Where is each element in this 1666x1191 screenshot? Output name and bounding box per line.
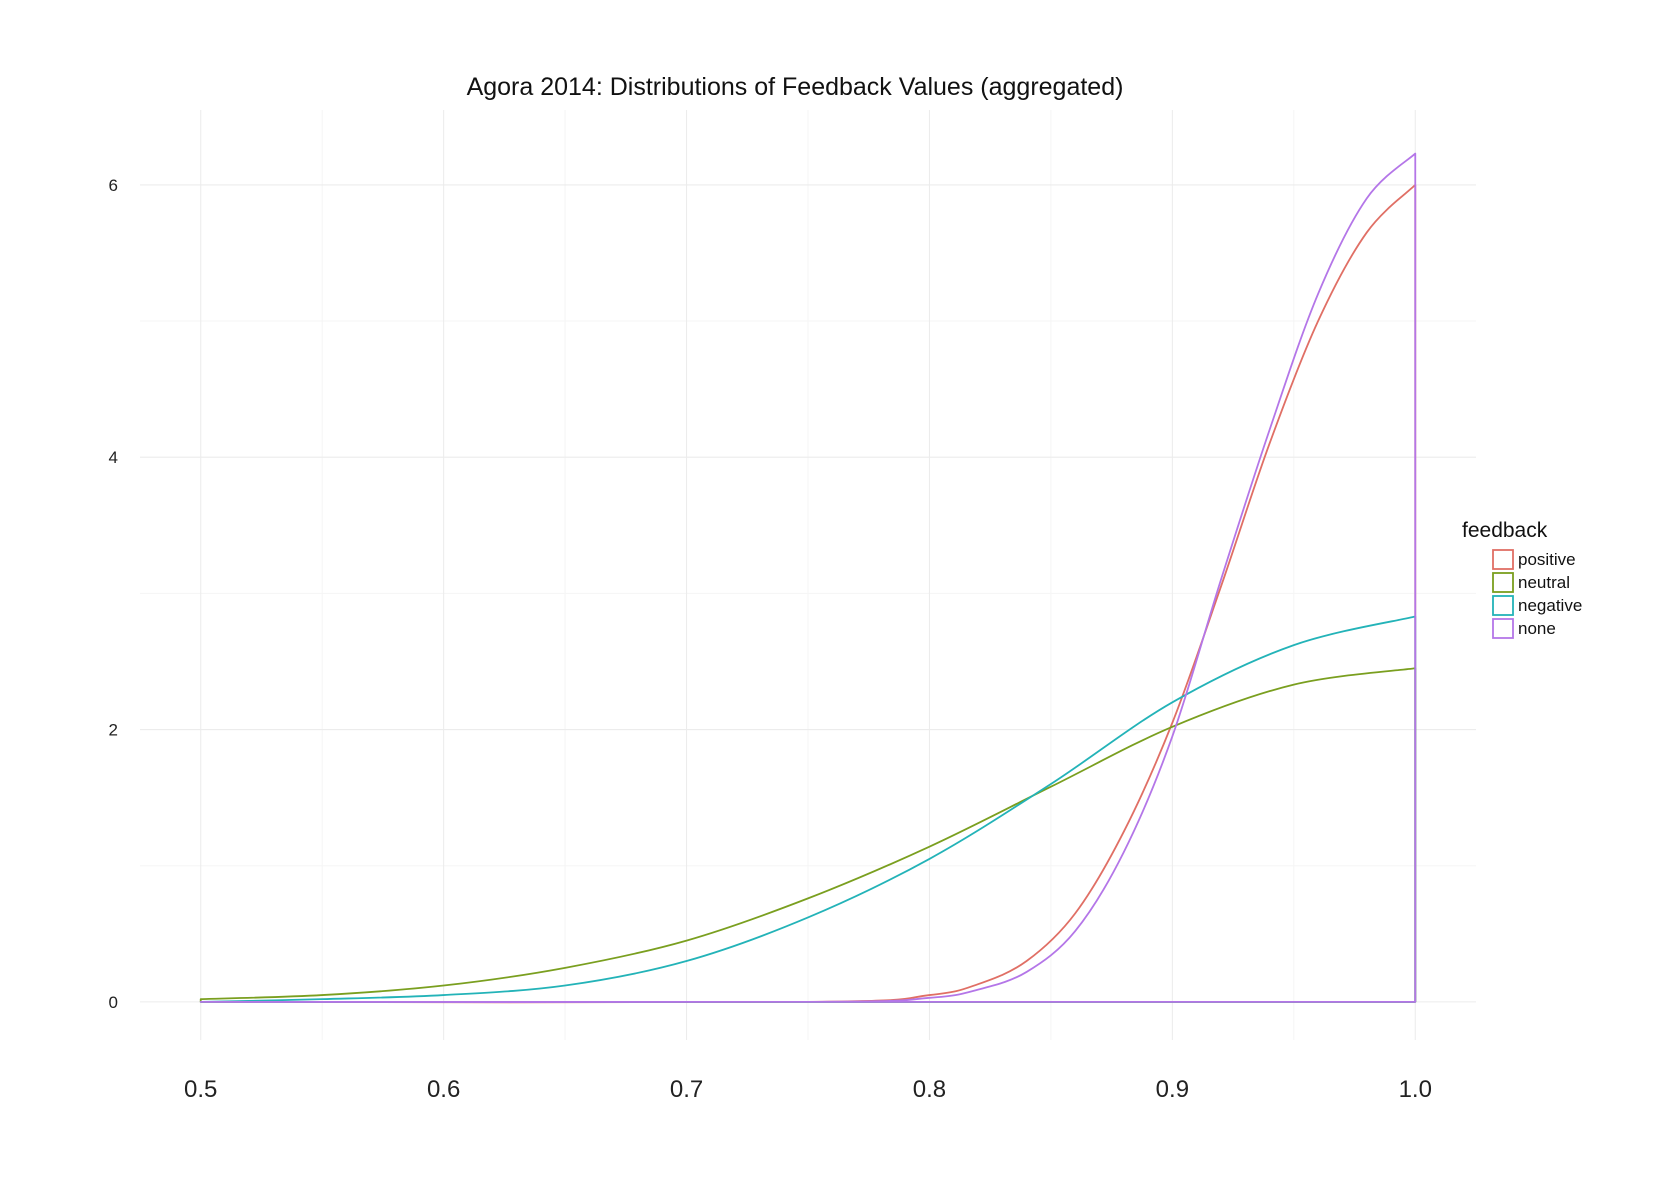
grid [140,110,1476,1040]
x-axis: 0.5 0.6 0.7 0.8 0.9 1.0 [184,1076,1432,1103]
legend-key-negative [1492,595,1514,616]
legend-label-negative: negative [1518,596,1582,615]
y-tick-label: 4 [109,448,118,467]
x-tick-label: 0.9 [1156,1076,1189,1103]
y-tick-label: 6 [109,176,118,195]
legend-key-positive [1492,549,1514,570]
y-tick-label: 0 [109,993,118,1012]
legend-title: feedback [1462,519,1548,542]
density-curve-none [199,152,1417,1004]
density-curve-negative [199,615,1417,1003]
legend-label-neutral: neutral [1518,573,1570,592]
legend-label-positive: positive [1518,550,1576,569]
density-curve-neutral [199,667,1417,1003]
x-tick-label: 0.6 [427,1076,460,1103]
y-tick-label: 2 [109,721,118,740]
legend-key-none [1492,618,1514,639]
chart-title: Agora 2014: Distributions of Feedback Va… [467,73,1124,101]
density-curves [199,152,1417,1004]
legend: feedback positive neutral negative none [1462,519,1582,639]
y-axis: 0 2 4 6 [109,176,118,1012]
x-tick-label: 0.7 [670,1076,703,1103]
x-tick-label: 0.8 [913,1076,946,1103]
legend-label-none: none [1518,619,1556,638]
legend-key-neutral [1492,572,1514,593]
x-tick-label: 0.5 [184,1076,217,1103]
x-tick-label: 1.0 [1399,1076,1432,1103]
